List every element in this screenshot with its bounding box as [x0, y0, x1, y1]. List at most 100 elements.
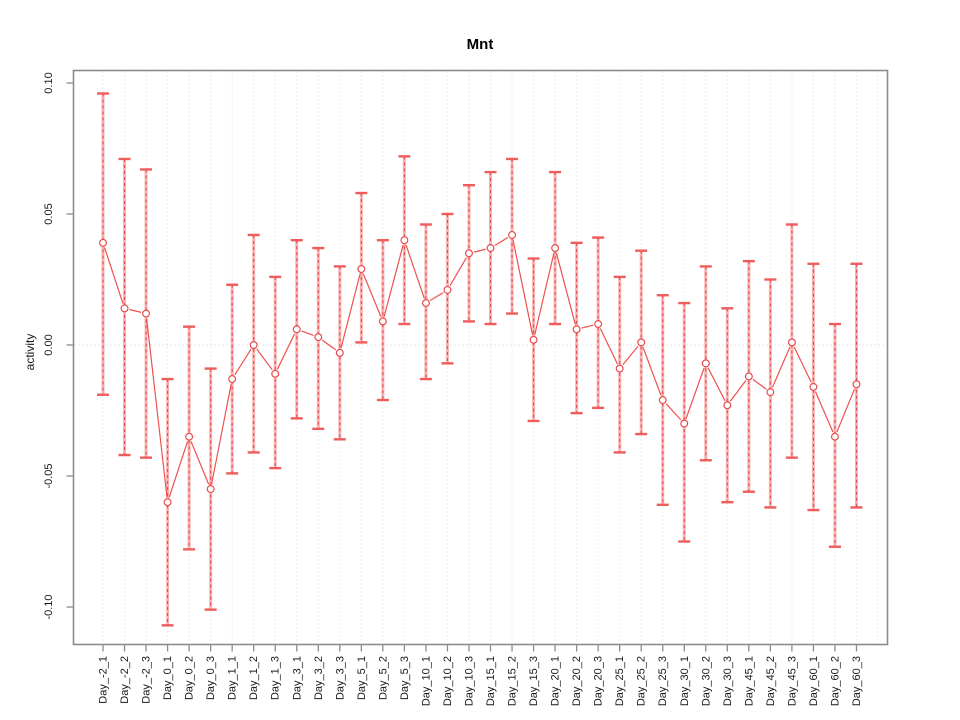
series-segment: [129, 308, 142, 313]
x-tick-label: Day_20_1: [550, 656, 562, 706]
series-segment: [276, 333, 296, 370]
x-tick-label: Day_45_2: [765, 656, 777, 706]
series-segment: [168, 441, 189, 498]
data-point: [551, 244, 560, 253]
x-tick-label: Day_10_3: [463, 656, 475, 706]
series-segment: [146, 318, 168, 498]
data-point: [314, 333, 323, 342]
series-segment: [190, 441, 210, 485]
x-tick-label: Day_5_3: [399, 656, 411, 700]
series-segment: [234, 348, 252, 376]
data-point: [249, 341, 258, 350]
x-tick-label: Day_3_2: [313, 656, 325, 700]
x-tick-label: Day_10_1: [420, 656, 432, 706]
x-tick-label: Day_0_1: [162, 656, 174, 700]
data-point: [529, 335, 538, 344]
chart-layer: 0.10 0.05 0.00 -0.05 -0.10 Day_-2_1 Day_-2_2 Da…: [43, 69, 889, 706]
x-tick-label: Day_3_3: [334, 656, 346, 700]
series-segment: [814, 391, 834, 433]
x-tick-label: Day_30_1: [679, 656, 691, 706]
x-tick-label: Day_0_2: [184, 656, 196, 700]
data-point: [443, 285, 452, 294]
series-segment: [103, 247, 124, 304]
series-segment: [771, 346, 791, 388]
x-tick-label: Day_5_2: [377, 656, 389, 700]
data-point: [292, 325, 301, 334]
data-point: [594, 320, 603, 329]
data-point: [723, 401, 732, 410]
y-tick-label: 0.10: [43, 72, 55, 93]
data-point: [830, 432, 839, 441]
data-point: [486, 244, 495, 253]
data-point: [98, 238, 107, 247]
series-segment: [534, 252, 555, 336]
data-point: [809, 382, 818, 391]
x-tick-label: Day_-2_2: [119, 656, 131, 704]
series-segment: [665, 403, 682, 421]
x-tick-label: Day_1_2: [248, 656, 260, 700]
series-segment: [494, 237, 509, 246]
y-axis-label: activity: [23, 334, 37, 371]
data-point: [142, 309, 151, 318]
series-segment: [836, 388, 856, 433]
x-tick-label: Day_45_1: [743, 656, 755, 706]
x-tick-label: Day_25_1: [614, 656, 626, 706]
x-tick-label: Day_15_2: [507, 656, 519, 706]
data-point: [271, 369, 280, 378]
data-point: [701, 359, 710, 368]
data-point: [744, 372, 753, 381]
x-tick-label: Day_60_1: [808, 656, 820, 706]
series-segment: [793, 346, 812, 383]
data-point: [400, 236, 409, 245]
data-point: [508, 230, 517, 239]
data-point: [637, 338, 646, 347]
x-tick-label: Day_20_3: [593, 656, 605, 706]
x-tick-label: Day_20_2: [571, 656, 583, 706]
series-segment: [321, 339, 337, 351]
series-segment: [752, 378, 767, 390]
data-point: [680, 419, 689, 428]
data-point: [787, 338, 796, 347]
series-segment: [473, 248, 486, 253]
x-tick-label: Day_15_1: [485, 656, 497, 706]
series-segment: [340, 273, 361, 349]
x-tick-label: Day_10_2: [442, 656, 454, 706]
data-point: [421, 299, 430, 308]
x-tick-label: Day_15_3: [528, 656, 540, 706]
series-segment: [512, 239, 534, 335]
x-tick-label: Day_60_3: [851, 656, 863, 706]
data-point: [163, 498, 172, 507]
data-point: [185, 432, 194, 441]
data-point: [766, 388, 775, 397]
x-tick-label: Day_-2_1: [98, 656, 110, 704]
x-tick-label: Day_3_1: [291, 656, 303, 700]
data-point: [572, 325, 581, 334]
x-tick-label: Day_5_1: [356, 656, 368, 700]
x-tick-label: Day_60_2: [829, 656, 841, 706]
series-segment: [707, 367, 726, 402]
y-tick-label: 0.00: [43, 334, 55, 355]
data-point: [658, 396, 667, 405]
series-segment: [599, 328, 619, 365]
series-segment: [405, 244, 425, 299]
data-point: [357, 265, 366, 274]
x-tick-label: Day_30_2: [700, 656, 712, 706]
series-segment: [301, 330, 314, 336]
series-segment: [383, 244, 404, 317]
y-tick-label: 0.05: [43, 203, 55, 224]
data-point: [335, 348, 344, 357]
plot-box: [72, 69, 889, 646]
series-segment: [555, 252, 576, 325]
data-point: [378, 317, 387, 326]
series-segment: [685, 367, 705, 420]
y-tick-label: -0.05: [43, 463, 55, 488]
series-segment: [449, 257, 467, 286]
series-segment: [729, 380, 747, 402]
x-tick-label: Day_1_1: [227, 656, 239, 700]
data-point: [120, 304, 129, 313]
data-point: [464, 249, 473, 258]
x-tick-label: Day_1_3: [270, 656, 282, 700]
data-point: [228, 375, 237, 384]
x-tick-label: Day_-2_3: [141, 656, 153, 704]
